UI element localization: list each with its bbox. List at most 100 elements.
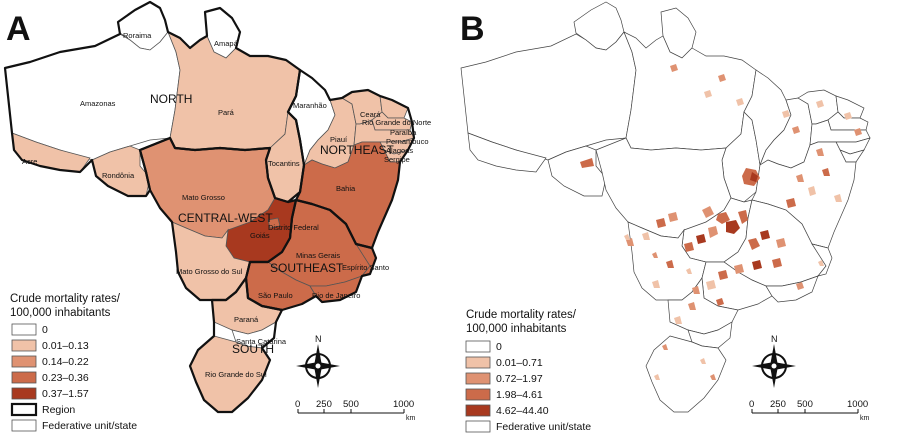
muni-patch [666, 260, 674, 268]
legend-b-state-swatch [465, 420, 491, 433]
muni-patch [656, 218, 666, 228]
muni-patch [716, 298, 724, 306]
legend-b-swatch-1 [465, 356, 491, 369]
muni-patch [738, 210, 748, 224]
legend-a-swatch-0 [11, 323, 37, 336]
legend-a-title-line1: Crude mortality rates/ [10, 293, 121, 305]
region-label-south: SOUTH [232, 342, 274, 356]
state-label-ms: Mato Grosso do Sul [176, 267, 243, 276]
state-label-pernambuco: Pernambuco [386, 137, 429, 146]
state-label-maranhao: Maranhão [293, 101, 327, 110]
state-label-acre: Acre [22, 157, 37, 166]
panel-a-compass: N [296, 334, 340, 388]
muni-patch [796, 282, 804, 290]
state-label-bahia: Bahia [336, 184, 356, 193]
muni-patch [782, 110, 790, 118]
region-label-northeast: NORTHEAST [320, 143, 394, 157]
state-label-alagoas: Alagoas [386, 146, 413, 155]
scale-b-tick-1: 250 [770, 399, 786, 410]
state-label-mg: Minas Gerais [296, 251, 340, 260]
legend-b-title-line2: 100,000 inhabitants [466, 323, 567, 335]
muni-patch [808, 186, 816, 196]
legend-b-label-1: 0.01–0.71 [496, 357, 543, 369]
legend-a-state-swatch [11, 419, 37, 432]
legend-a-region-swatch [10, 402, 38, 417]
muni-patch [670, 64, 678, 72]
legend-a-swatch-3 [11, 371, 37, 384]
muni-patch [716, 212, 730, 224]
muni-patch [786, 198, 796, 208]
state-label-amazonas: Amazonas [80, 99, 116, 108]
state-label-goias: Goiás [250, 231, 270, 240]
muni-patch [752, 260, 762, 270]
muni-patch [760, 230, 770, 240]
legend-b-label-0: 0 [496, 341, 502, 353]
muni-patch [750, 172, 758, 182]
state-label-es: Espírito Santo [342, 263, 389, 272]
legend-b-label-3: 1.98–4.61 [496, 389, 543, 401]
scale-a-tick-3: 1000 [393, 399, 414, 410]
muni-patch [822, 168, 830, 176]
legend-a-label-2: 0.14–0.22 [42, 356, 89, 368]
b-state-rj [765, 275, 819, 303]
muni-patch [706, 280, 716, 290]
muni-patch [652, 280, 660, 288]
panel-b-legend: Crude mortality rates/ 100,000 inhabitan… [465, 309, 591, 433]
state-label-tocantins: Tocantins [268, 159, 300, 168]
legend-b-state-label: Federative unit/state [496, 421, 591, 433]
legend-b-swatch-0 [465, 340, 491, 353]
state-label-sp: São Paulo [258, 291, 293, 300]
muni-patch [642, 232, 650, 240]
muni-patch [700, 358, 706, 364]
state-label-mato-grosso: Mato Grosso [182, 193, 225, 202]
state-label-rgn: Rio Grande do Norte [362, 118, 431, 127]
region-outline-south [188, 276, 284, 414]
state-label-para: Pará [218, 108, 235, 117]
muni-patch [692, 286, 700, 294]
panel-b-map [460, 1, 871, 413]
muni-patch [710, 374, 716, 380]
legend-b-swatch-2 [465, 372, 491, 385]
muni-patch [726, 220, 740, 234]
muni-patch [688, 302, 696, 310]
muni-patch [792, 126, 800, 134]
scale-a-tick-0: 0 [295, 399, 300, 410]
state-para [167, 31, 301, 151]
muni-patch [686, 268, 692, 274]
muni-patch [718, 74, 726, 82]
panel-b-compass: N [752, 334, 796, 388]
scale-b-tick-3: 1000 [847, 399, 868, 410]
state-df [267, 217, 281, 229]
scale-b-tick-0: 0 [749, 399, 754, 410]
muni-patch [772, 258, 782, 268]
legend-a-title-line2: 100,000 inhabitants [10, 307, 111, 319]
state-label-sergipe: Sergipe [384, 155, 410, 164]
state-label-amapa: Amapá [214, 39, 239, 48]
legend-a-label-4: 0.37–1.57 [42, 388, 89, 400]
muni-patch [668, 212, 678, 222]
legend-b-title-line1: Crude mortality rates/ [466, 309, 577, 321]
scale-a-tick-1: 250 [316, 399, 332, 410]
region-label-central-west: CENTRAL-WEST [178, 211, 273, 225]
state-label-roraima: Roraima [123, 31, 152, 40]
scale-a-tick-2: 500 [343, 399, 359, 410]
legend-a-swatch-1 [11, 339, 37, 352]
muni-patch [734, 264, 744, 274]
muni-patch [796, 174, 804, 182]
muni-patch [718, 270, 728, 280]
legend-a-label-3: 0.23–0.36 [42, 372, 89, 384]
muni-patch [654, 374, 660, 380]
compass-b-center [771, 363, 777, 369]
state-label-piaui: Piauí [330, 135, 348, 144]
state-label-df: Distrito Federal [268, 223, 319, 232]
panel-b-scale-bar: 0 250 500 1000 km [749, 399, 870, 422]
muni-patch [662, 344, 668, 350]
muni-patch [844, 112, 852, 120]
compass-a-n: N [315, 334, 322, 344]
b-state-es [811, 243, 833, 277]
legend-b-label-2: 0.72–1.97 [496, 373, 543, 385]
compass-a-center [315, 363, 321, 369]
legend-a-swatch-2 [11, 355, 37, 368]
scale-b-tick-2: 500 [797, 399, 813, 410]
